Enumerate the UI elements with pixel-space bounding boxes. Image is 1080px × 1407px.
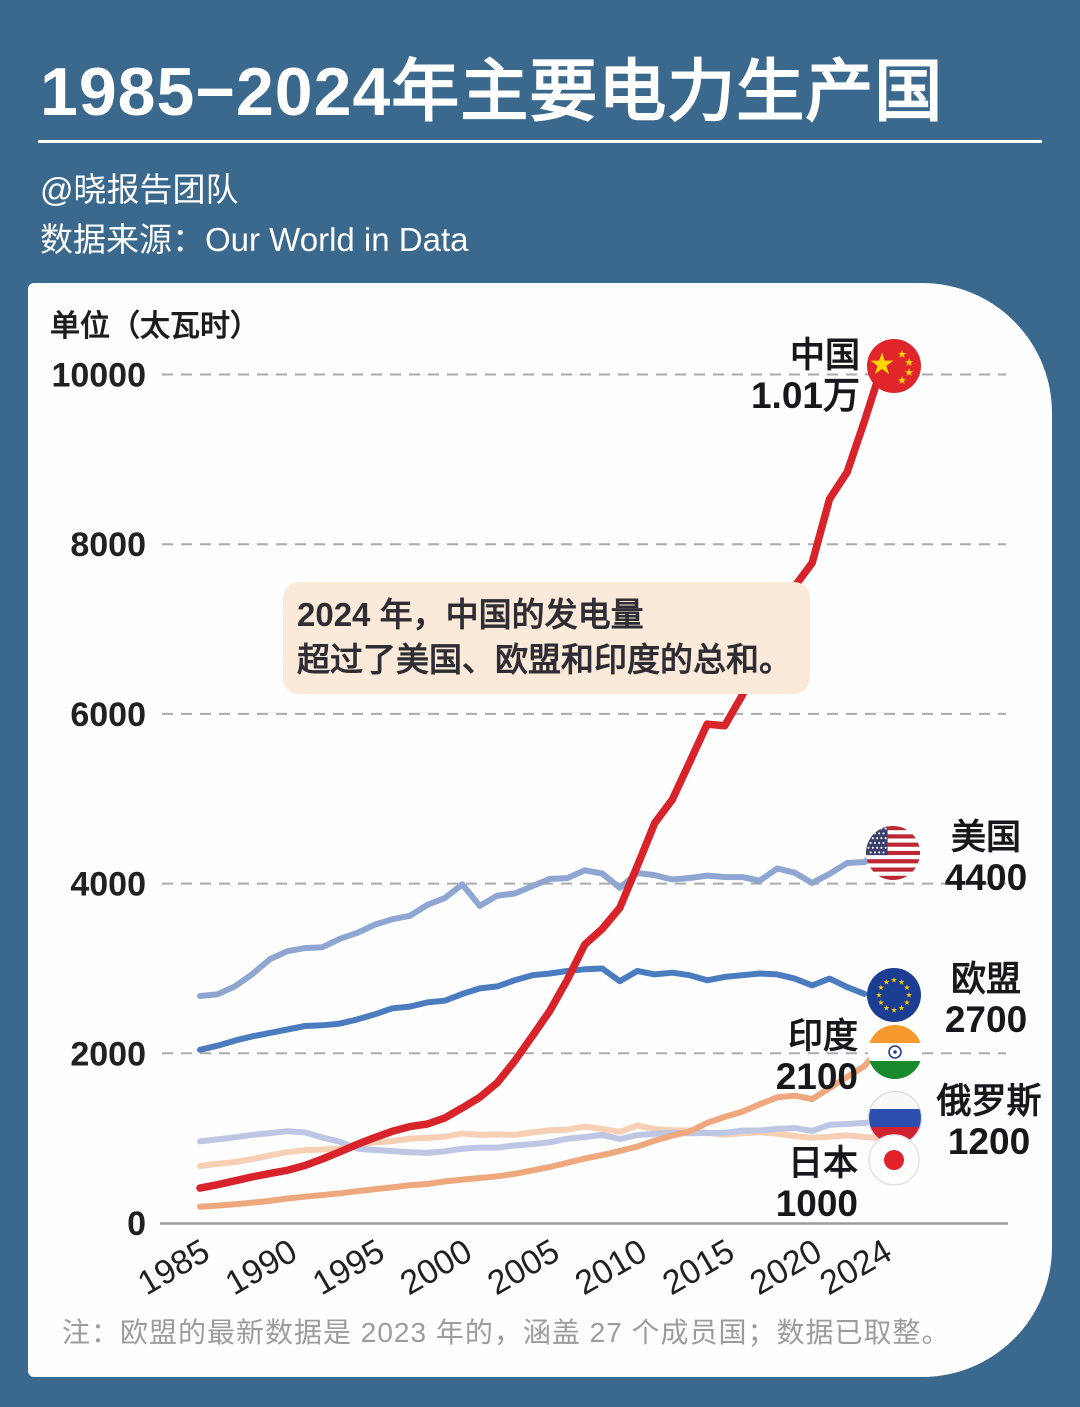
series-label-russia: 俄罗斯 1200 xyxy=(930,1082,1048,1163)
svg-text:10000: 10000 xyxy=(51,357,146,395)
svg-text:★: ★ xyxy=(883,978,890,987)
series-name: 印度 xyxy=(787,1017,858,1056)
series-label-eu: 欧盟 2700 xyxy=(930,960,1042,1041)
svg-text:1990: 1990 xyxy=(219,1232,304,1303)
svg-text:4000: 4000 xyxy=(70,866,146,904)
unit-label: 单位（太瓦时） xyxy=(50,310,260,343)
series-value: 4400 xyxy=(944,857,1028,899)
series-value: 1200 xyxy=(947,1121,1031,1163)
byline: @晓报告团队 xyxy=(40,171,239,208)
svg-text:★: ★ xyxy=(898,978,905,987)
series-name: 日本 xyxy=(787,1144,858,1183)
svg-text:★: ★ xyxy=(878,998,885,1007)
chart-card: 0 2000 4000 6000 8000 10000 1985 1990 1995 2000 20… xyxy=(28,283,1052,1377)
series-label-us: 美国 4400 xyxy=(930,818,1042,899)
series-label-china: 中国 1.01万 xyxy=(751,336,860,417)
svg-text:★: ★ xyxy=(904,366,914,379)
svg-text:★: ★ xyxy=(876,991,883,1000)
page-title: 1985−2024年主要电力生产国 xyxy=(40,54,944,130)
svg-text:★: ★ xyxy=(897,348,907,361)
title-divider xyxy=(38,140,1042,143)
svg-text:2020: 2020 xyxy=(744,1232,829,1303)
series-label-india: 印度 2100 xyxy=(776,1017,858,1098)
series-value: 1000 xyxy=(775,1183,858,1225)
svg-text:★: ★ xyxy=(883,1004,890,1013)
svg-text:★: ★ xyxy=(906,991,913,1000)
svg-text:8000: 8000 xyxy=(70,526,146,564)
series-name: 欧盟 xyxy=(950,960,1021,999)
svg-text:★: ★ xyxy=(891,1006,898,1015)
svg-text:2000: 2000 xyxy=(70,1035,146,1073)
svg-text:1995: 1995 xyxy=(306,1232,391,1303)
svg-text:★: ★ xyxy=(904,983,911,992)
footnote: 注：欧盟的最新数据是 2023 年的，涵盖 27 个成员国；数据已取整。 xyxy=(62,1317,951,1348)
svg-text:2000: 2000 xyxy=(394,1232,479,1303)
india-flag-icon xyxy=(868,1025,922,1079)
china-flag-icon: ★ ★ ★ ★ ★ xyxy=(867,339,921,393)
annotation-line1: 2024 年，中国的发电量 xyxy=(297,596,644,633)
svg-text:6000: 6000 xyxy=(70,696,146,734)
svg-text:2005: 2005 xyxy=(481,1232,566,1303)
series-value: 2100 xyxy=(775,1056,858,1098)
series-name: 美国 xyxy=(950,818,1021,857)
series-value: 2700 xyxy=(944,999,1028,1041)
us-flag-icon xyxy=(866,826,920,880)
series-name: 俄罗斯 xyxy=(936,1082,1042,1121)
svg-text:2010: 2010 xyxy=(569,1232,654,1303)
series-value: 1.01万 xyxy=(750,375,860,417)
svg-text:★: ★ xyxy=(904,998,911,1007)
svg-text:0: 0 xyxy=(127,1205,146,1243)
series-name: 中国 xyxy=(789,336,860,375)
svg-text:★: ★ xyxy=(897,374,907,387)
svg-text:2015: 2015 xyxy=(656,1232,741,1303)
svg-text:2024: 2024 xyxy=(814,1232,899,1303)
japan-flag-icon xyxy=(868,1134,920,1186)
svg-text:★: ★ xyxy=(891,976,898,985)
svg-text:★: ★ xyxy=(898,1004,905,1013)
flag-layer: ★ ★★ ★★★ ★★★ ★★★ xyxy=(866,339,923,1186)
data-source: 数据来源：Our World in Data xyxy=(40,221,469,258)
svg-text:★: ★ xyxy=(878,983,885,992)
eu-flag-icon: ★ ★★ ★★★ ★★★ ★★★ xyxy=(867,968,921,1022)
annotation-box: 2024 年，中国的发电量 超过了美国、欧盟和印度的总和。 xyxy=(283,582,810,694)
svg-text:★: ★ xyxy=(869,347,896,382)
annotation-line2: 超过了美国、欧盟和印度的总和。 xyxy=(297,641,792,678)
svg-text:★: ★ xyxy=(904,356,914,369)
series-label-japan: 日本 1000 xyxy=(776,1144,858,1225)
